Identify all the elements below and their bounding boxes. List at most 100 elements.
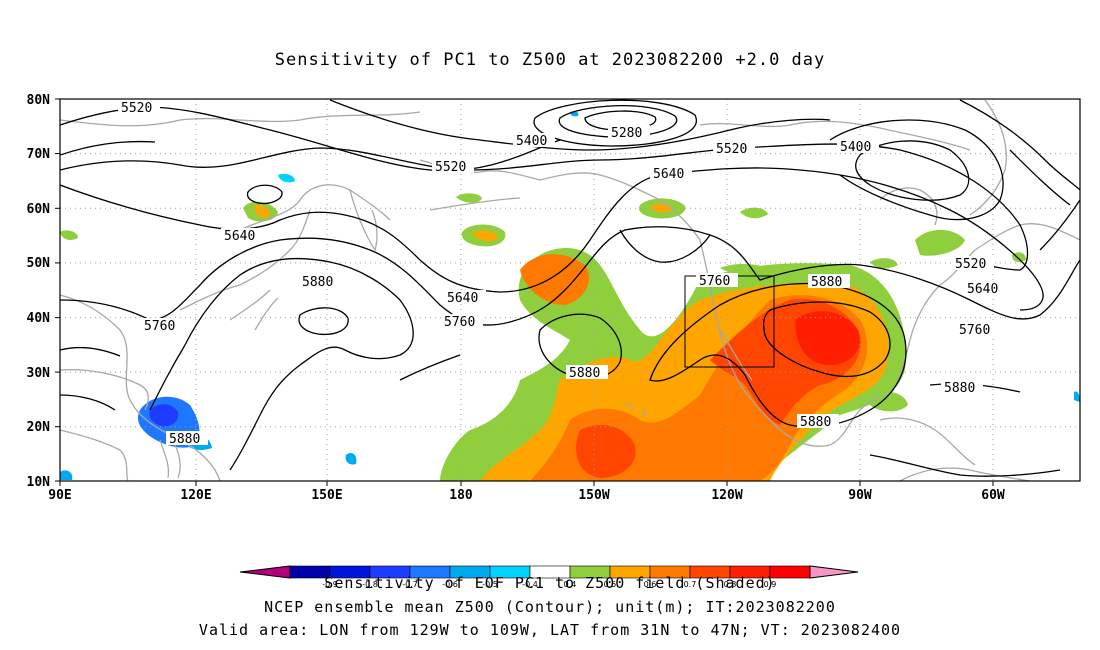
contour-misc-3 — [60, 346, 121, 411]
lat-label: 60N — [27, 202, 51, 217]
sensitivity-shading — [60, 111, 1080, 481]
contour-label: 5640 — [224, 229, 255, 244]
contour-label-group: 5520 5280 5400 5520 5400 5520 5640 5640 … — [118, 100, 1006, 447]
colorbar-tick-label: -0.6 — [442, 580, 458, 589]
contour-misc-1 — [399, 229, 711, 381]
lat-label: 30N — [27, 366, 51, 381]
contour-label: 5640 — [967, 282, 998, 297]
shade-cyan-pacific — [345, 453, 357, 465]
contour-label: 5400 — [516, 134, 547, 149]
contour-label: 5880 — [811, 275, 842, 290]
shade-green-patch9 — [1012, 252, 1026, 263]
contour-5880-1 — [149, 257, 414, 471]
contour-5880-mid — [538, 313, 622, 379]
shade-orange-patch1 — [472, 230, 498, 242]
shade-green-patch5 — [915, 229, 965, 256]
lon-label: 150E — [311, 488, 342, 503]
lat-label: 80N — [27, 93, 51, 108]
shade-green-patch8 — [60, 230, 78, 240]
contour-misc-5 — [959, 99, 1080, 191]
coast-hawaii — [624, 403, 646, 417]
coast-siberia-north — [60, 111, 421, 127]
coast-alaska — [539, 172, 701, 241]
contour-label: 5520 — [955, 257, 986, 272]
colorbar-tick-label: -0.8 — [362, 580, 378, 589]
shade-cyan-atlantic — [1074, 391, 1080, 402]
contour-5280-ring2 — [558, 105, 678, 138]
lon-label: 60W — [981, 488, 1005, 503]
contour-label: 5880 — [169, 432, 200, 447]
colorbar-tick-label: -0.9 — [322, 580, 338, 589]
colorbar-tick-label: 0.4 — [564, 580, 577, 589]
caption-contour: NCEP ensemble mean Z500 (Contour); unit(… — [264, 598, 836, 616]
coast-japan-islands — [229, 289, 279, 331]
colorbar-extend-high — [809, 565, 859, 579]
contour-5760-ring-jp — [298, 307, 349, 336]
contour-label: 5520 — [121, 101, 152, 116]
coast-kamchatka — [349, 189, 378, 252]
contour-label: 5760 — [444, 315, 475, 330]
shade-green-patch6 — [740, 207, 768, 219]
lon-label: 90W — [848, 488, 872, 503]
coast-southamerica — [899, 467, 1031, 481]
coast-aleutians — [429, 197, 521, 211]
contour-label: 5880 — [569, 366, 600, 381]
lon-label: 90E — [48, 488, 71, 503]
contour-label: 5640 — [447, 291, 478, 306]
caption-valid-area: Valid area: LON from 129W to 109W, LAT f… — [198, 621, 902, 639]
contour-5640-ring — [246, 184, 283, 205]
axis-ticks — [55, 98, 994, 486]
contour-label: 5520 — [716, 142, 747, 157]
shade-cyan-phil — [60, 470, 73, 480]
contour-5520-west-b — [60, 140, 156, 156]
shade-darkblue-scs — [149, 404, 179, 427]
contour-5520-mid — [60, 143, 1029, 271]
contour-label: 5520 — [435, 160, 466, 175]
lon-axis: 90E 120E 150E 180 150W 120W 90W 60W — [48, 488, 1005, 503]
lat-label: 20N — [27, 420, 51, 435]
colorbar-tick-label: 0.9 — [764, 580, 777, 589]
shade-orange-patch2 — [650, 203, 673, 213]
lon-label: 120W — [711, 488, 742, 503]
colorbar-tick-label: 0.5 — [604, 580, 617, 589]
lat-label: 10N — [27, 475, 51, 490]
coast-mexico — [774, 394, 891, 447]
shade-green-patch3 — [456, 193, 482, 203]
z500-contours — [60, 99, 1080, 477]
colorbar-tick-label: -0.7 — [402, 580, 418, 589]
contour-5400-east-outer — [829, 119, 1004, 221]
lat-axis: 80N 70N 60N 50N 40N 30N 20N 10N — [27, 93, 51, 490]
contour-label: 5760 — [959, 323, 990, 338]
colorbar-tick-label: -0.5 — [482, 580, 498, 589]
contour-label: 5880 — [302, 275, 333, 290]
coast-korea-japan — [179, 209, 311, 311]
contour-5880-inner — [763, 301, 891, 378]
coast-hudson — [879, 187, 938, 226]
coast-caribbean — [879, 417, 976, 466]
contour-5400-main — [329, 99, 831, 151]
shade-red-south — [576, 425, 636, 478]
shade-west-orange — [520, 254, 589, 305]
contour-label: 5880 — [800, 415, 831, 430]
coast-asia-east — [60, 294, 221, 481]
coast-indochina — [60, 429, 129, 481]
colorbar-tick-label: 0.7 — [684, 580, 697, 589]
colorbar-tick-label: -0.4 — [522, 580, 538, 589]
contour-5640-1 — [60, 167, 1044, 311]
contour-label: 5640 — [653, 167, 684, 182]
lon-label: 150W — [578, 488, 609, 503]
colorbar: -0.9 -0.8 -0.7 -0.6 -0.5 -0.4 0.4 0.5 0.6 0.7 0.8 0… — [239, 565, 859, 589]
lat-label: 40N — [27, 311, 51, 326]
coast-china — [60, 369, 149, 411]
contour-5760-1 — [60, 226, 1080, 326]
contour-label: 5760 — [144, 319, 175, 334]
coast-greenland — [969, 99, 1007, 216]
map-frame — [59, 98, 1081, 482]
shade-brightred-core — [795, 311, 860, 365]
shade-green-patch11 — [870, 258, 898, 269]
contour-label: 5760 — [699, 274, 730, 289]
contour-misc-4 — [1009, 149, 1080, 251]
contour-label: 5280 — [611, 126, 642, 141]
coast-okhotsk — [239, 184, 391, 231]
